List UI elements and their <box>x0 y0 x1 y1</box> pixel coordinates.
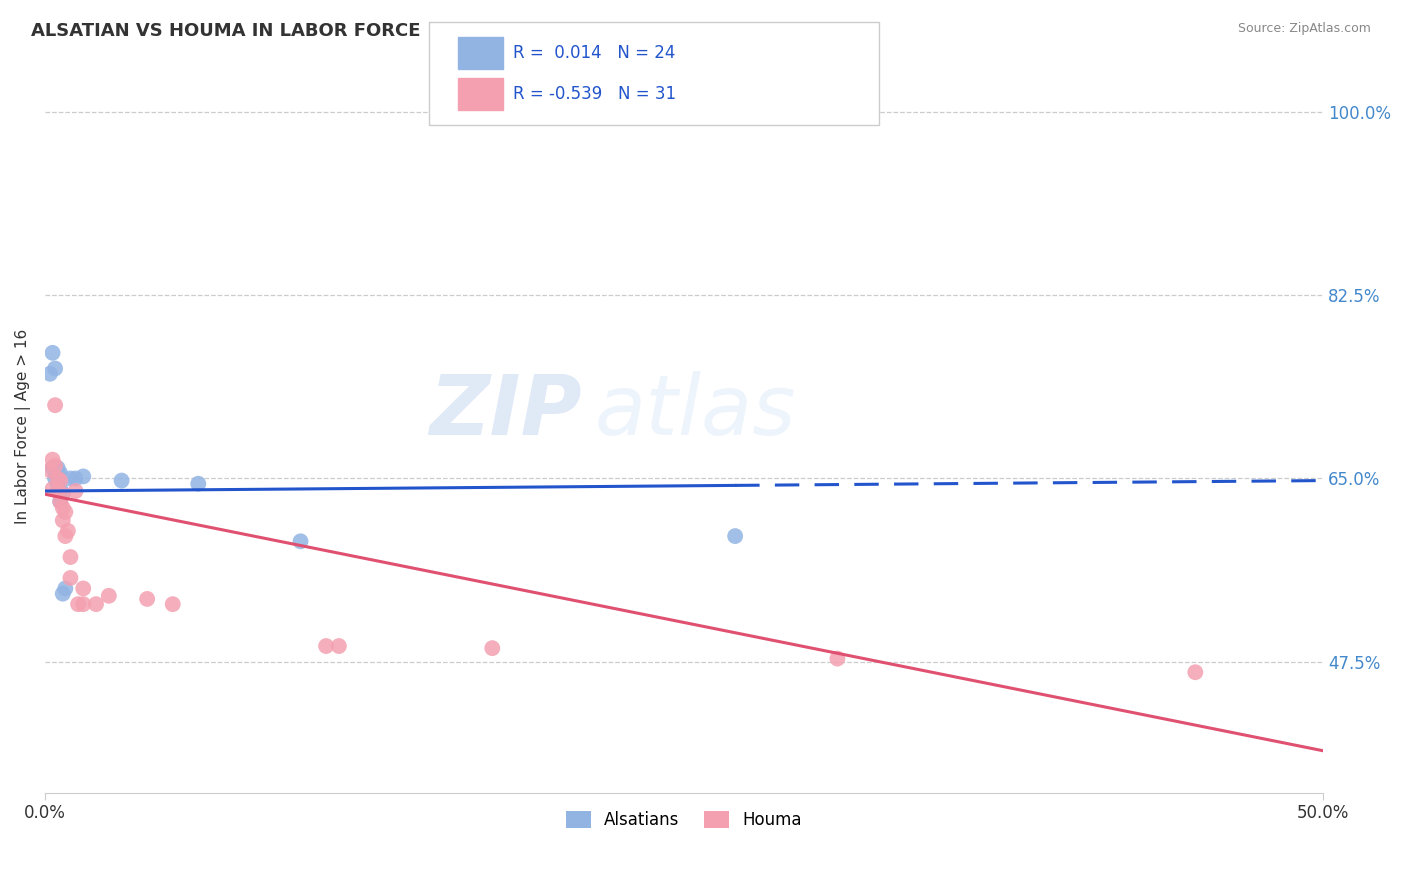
Point <box>49 474 72 488</box>
Point <box>136 591 159 606</box>
Point <box>481 641 503 656</box>
Text: R =  0.014   N = 24: R = 0.014 N = 24 <box>513 44 675 62</box>
Point <box>39 463 62 477</box>
Point <box>44 471 66 485</box>
Point <box>52 487 75 501</box>
Point <box>49 494 72 508</box>
Point <box>44 463 66 477</box>
Point <box>52 587 75 601</box>
Point <box>67 597 90 611</box>
Point <box>59 549 82 564</box>
Point <box>52 500 75 515</box>
Point <box>97 589 120 603</box>
Point <box>72 597 94 611</box>
Legend: Alsatians, Houma: Alsatians, Houma <box>560 804 808 836</box>
Point <box>41 482 63 496</box>
Point <box>328 639 350 653</box>
Text: ALSATIAN VS HOUMA IN LABOR FORCE | AGE > 16 CORRELATION CHART: ALSATIAN VS HOUMA IN LABOR FORCE | AGE >… <box>31 22 754 40</box>
Point <box>49 482 72 496</box>
Point <box>65 471 87 485</box>
Point <box>41 461 63 475</box>
Point <box>46 476 69 491</box>
Point <box>59 471 82 485</box>
Point <box>39 832 62 847</box>
Point <box>53 529 76 543</box>
Point <box>84 597 107 611</box>
Point <box>110 474 132 488</box>
Point <box>46 484 69 499</box>
Point <box>162 597 184 611</box>
Text: Source: ZipAtlas.com: Source: ZipAtlas.com <box>1237 22 1371 36</box>
Point <box>97 832 120 847</box>
Point <box>46 471 69 485</box>
Point <box>41 346 63 360</box>
Point <box>44 398 66 412</box>
Y-axis label: In Labor Force | Age > 16: In Labor Force | Age > 16 <box>15 328 31 524</box>
Point <box>52 487 75 501</box>
Point <box>39 367 62 381</box>
Point <box>49 494 72 508</box>
Point <box>187 476 209 491</box>
Point <box>72 469 94 483</box>
Point <box>46 467 69 481</box>
Text: R = -0.539   N = 31: R = -0.539 N = 31 <box>513 86 676 103</box>
Point <box>53 505 76 519</box>
Point <box>41 452 63 467</box>
Point <box>44 458 66 473</box>
Point <box>1184 665 1206 680</box>
Text: ZIP: ZIP <box>429 371 582 452</box>
Point <box>52 513 75 527</box>
Point <box>49 467 72 481</box>
Point <box>46 461 69 475</box>
Point <box>46 484 69 499</box>
Point <box>827 651 849 665</box>
Point <box>59 571 82 585</box>
Point <box>290 534 312 549</box>
Point <box>724 529 747 543</box>
Text: atlas: atlas <box>595 371 796 452</box>
Point <box>72 582 94 596</box>
Point <box>315 639 337 653</box>
Point <box>53 582 76 596</box>
Point <box>44 361 66 376</box>
Point <box>56 524 79 538</box>
Point <box>65 484 87 499</box>
